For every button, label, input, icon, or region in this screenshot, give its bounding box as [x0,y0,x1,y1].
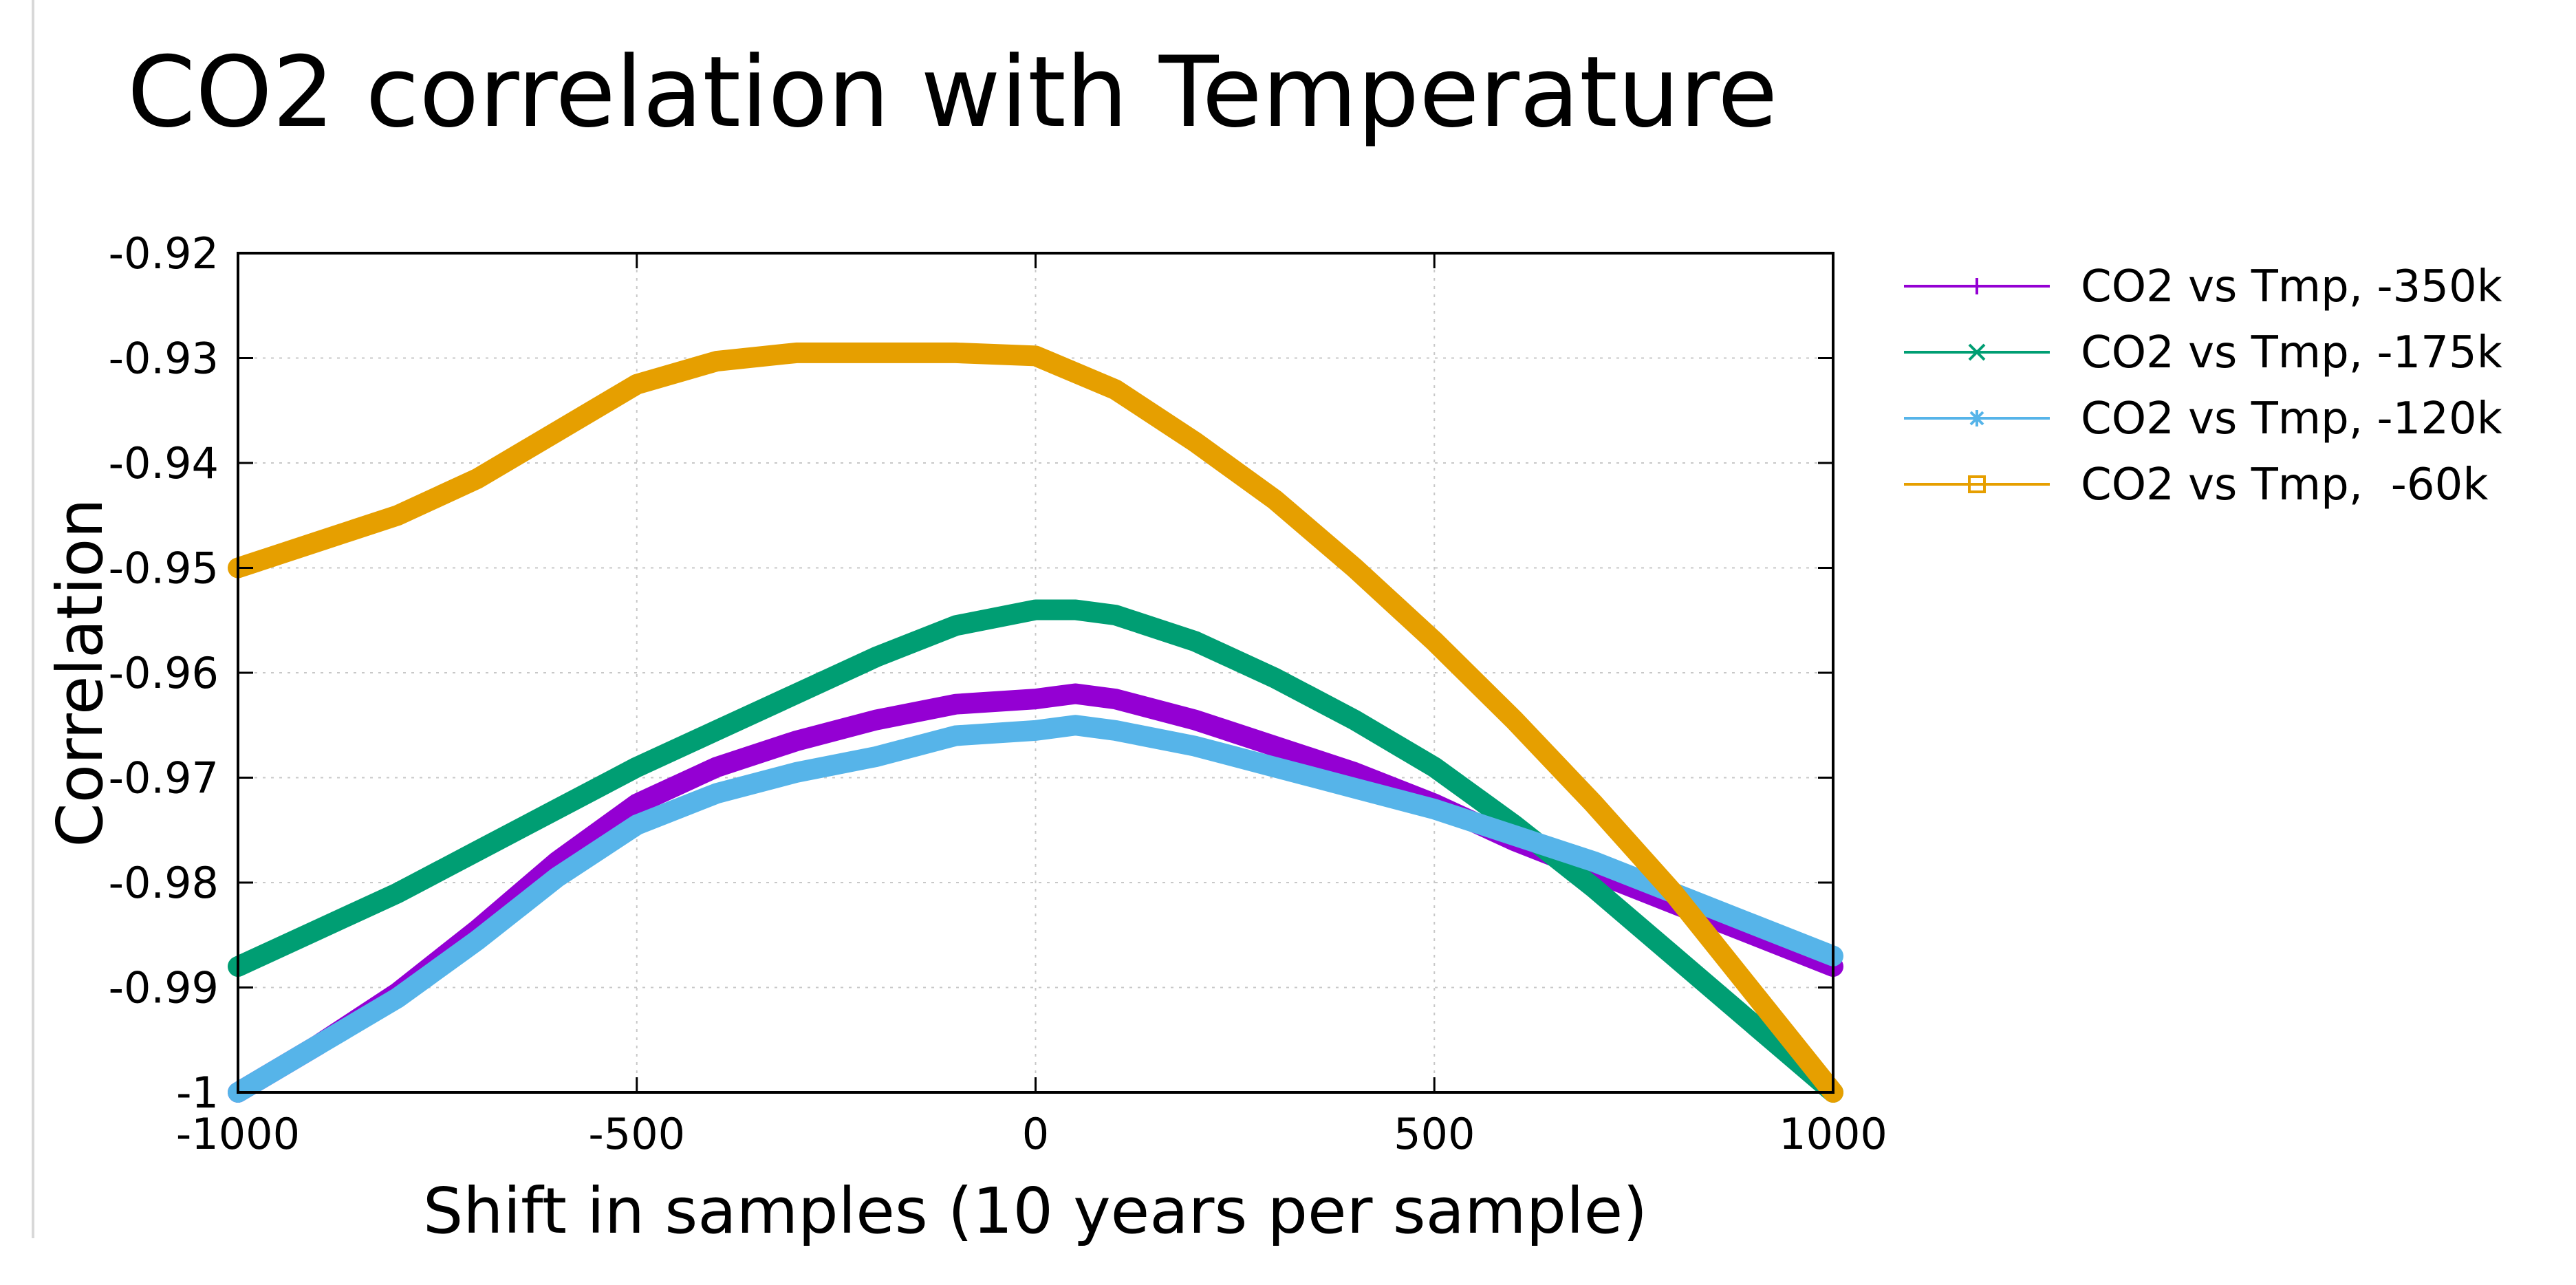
axis-ticks [237,252,1834,1094]
x-axis-label: Shift in samples (10 years per sample) [423,1174,1647,1248]
legend-label: CO2 vs Tmp, -60k [2081,460,2488,510]
legend-entry-1: CO2 vs Tmp, -350k [1904,261,2502,312]
x-tick-label: 1000 [1779,1109,1887,1159]
y-axis-label: Correlation [43,498,117,847]
legend-marker [1969,410,1985,426]
y-tick-label: -0.99 [109,963,219,1013]
legend-marker [1969,278,1985,294]
x-tick-label: 0 [1022,1109,1049,1159]
series-lines [228,342,1843,1103]
x-tick-label: 500 [1394,1109,1475,1159]
y-tick-label: -0.92 [109,228,219,279]
legend-entry-4: CO2 vs Tmp, -60k [1904,460,2488,510]
legend-label: CO2 vs Tmp, -120k [2081,393,2502,444]
series-line-4 [228,342,1843,1103]
x-tick-label: -1000 [176,1109,300,1159]
gridlines [238,253,1833,1092]
legend-marker [1968,343,1986,361]
x-tick-labels: -1000 -500 0 500 1000 [176,1109,1887,1159]
y-tick-label: -0.96 [109,648,219,698]
y-tick-labels: -0.92 -0.93 -0.94 -0.95 -0.96 -0.97 -0.98 -0.99… [109,228,219,1118]
legend-marker [1968,475,1986,493]
legend: CO2 vs Tmp, -350k CO2 vs Tmp, -175k CO2 vs… [1904,261,2502,510]
y-tick-label: -0.93 [109,334,219,384]
y-tick-label: -0.95 [109,543,219,594]
legend-entry-2: CO2 vs Tmp, -175k [1904,327,2502,378]
legend-label: CO2 vs Tmp, -175k [2081,327,2502,378]
legend-entry-3: CO2 vs Tmp, -120k [1904,393,2502,444]
y-tick-label: -0.98 [109,858,219,908]
chart-title: CO2 correlation with Temperature [127,36,1777,149]
legend-label: CO2 vs Tmp, -350k [2081,261,2502,312]
y-tick-label: -1 [176,1068,219,1118]
x-tick-label: -500 [588,1109,685,1159]
y-tick-label: -0.94 [109,438,219,488]
y-tick-label: -0.97 [109,753,219,803]
series-line-3 [228,715,1843,1103]
